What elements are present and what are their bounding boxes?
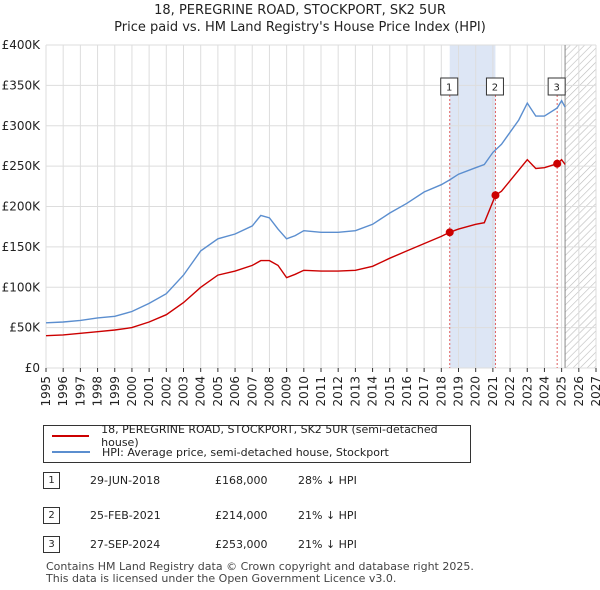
x-tick-label: 2006: [228, 376, 242, 407]
transaction-label-box: [547, 77, 566, 96]
x-tick-label: 2022: [503, 376, 517, 407]
chart-subtitle: Price paid vs. HM Land Registry's House …: [114, 20, 486, 35]
x-tick-label: 2010: [297, 376, 311, 407]
legend-swatch-property: [52, 435, 90, 437]
x-tick-label: 2004: [194, 376, 208, 407]
x-tick-label: 2025: [555, 376, 569, 407]
x-tick-label: 2026: [572, 376, 586, 407]
transaction-price: £168,000: [215, 474, 268, 487]
x-tick-label: 2019: [452, 376, 466, 407]
x-tick-label: 2027: [589, 376, 600, 407]
transaction-badge: 2: [43, 507, 60, 524]
property-series-line: [45, 158, 566, 337]
transaction-date: 25-FEB-2021: [90, 509, 161, 522]
y-tick-label: £400K: [2, 38, 42, 52]
transaction-hpi-diff: 28% ↓ HPI: [298, 474, 357, 487]
table-row: 1 29-JUN-2018 £168,000 28% ↓ HPI: [43, 472, 463, 490]
table-row: 2 25-FEB-2021 £214,000 21% ↓ HPI: [43, 507, 463, 525]
x-tick-label: 1995: [39, 376, 53, 407]
x-tick-label: 2005: [211, 376, 225, 407]
x-tick-label: 2015: [383, 376, 397, 407]
transaction-label: 2: [492, 83, 498, 94]
x-tick-label: 2018: [434, 376, 448, 407]
x-tick-label: 2008: [262, 376, 276, 407]
transaction-hpi-diff: 21% ↓ HPI: [298, 538, 357, 551]
x-tick-label: 2016: [400, 376, 414, 407]
transaction-label: 3: [553, 83, 559, 94]
footer-copyright: Contains HM Land Registry data © Crown c…: [46, 560, 474, 573]
y-tick-label: £100K: [2, 280, 42, 294]
transaction-point: [491, 191, 500, 200]
x-tick-label: 2011: [314, 376, 328, 407]
transaction-point: [553, 159, 562, 168]
x-tick-label: 2012: [331, 376, 345, 407]
transaction-badge: 1: [43, 472, 60, 489]
x-tick-label: 2002: [159, 376, 173, 407]
x-tick-label: 2000: [125, 376, 139, 407]
chart-legend: 18, PEREGRINE ROAD, STOCKPORT, SK2 5UR (…: [43, 423, 471, 463]
transaction-hpi-diff: 21% ↓ HPI: [298, 509, 357, 522]
table-row: 3 27-SEP-2024 £253,000 21% ↓ HPI: [43, 536, 463, 554]
transaction-price: £253,000: [215, 538, 268, 551]
y-tick-label: £0: [25, 361, 40, 375]
transaction-point: [445, 228, 454, 237]
x-tick-label: 2023: [520, 376, 534, 407]
x-tick-label: 2017: [417, 376, 431, 407]
transaction-label-box: [485, 77, 504, 96]
price-chart: 1 2 3 £0 £50K £100K £150K £200K £250K £300K £350K £…: [2, 38, 600, 407]
y-tick-label: £250K: [2, 159, 42, 173]
transaction-date: 29-JUN-2018: [90, 474, 161, 487]
legend-item-hpi: HPI: Average price, semi-detached house,…: [52, 444, 389, 460]
y-tick-label: £300K: [2, 119, 42, 133]
legend-swatch-hpi: [52, 451, 90, 453]
transaction-date: 27-SEP-2024: [90, 538, 161, 551]
transaction-price: £214,000: [215, 509, 268, 522]
transaction-badge: 3: [43, 536, 60, 553]
x-tick-label: 1997: [73, 376, 87, 407]
x-tick-label: 2001: [142, 376, 156, 407]
legend-item-property: 18, PEREGRINE ROAD, STOCKPORT, SK2 5UR (…: [52, 423, 470, 449]
x-tick-label: 1998: [91, 376, 105, 407]
x-tick-label: 2020: [469, 376, 483, 407]
x-tick-label: 2007: [245, 376, 259, 407]
y-tick-label: £200K: [2, 200, 42, 214]
transaction-label: 1: [446, 83, 452, 94]
x-tick-label: 2021: [486, 376, 500, 407]
x-tick-label: 2014: [366, 376, 380, 407]
footer-license: This data is licensed under the Open Gov…: [46, 572, 397, 585]
x-tick-label: 2009: [280, 376, 294, 407]
legend-label-hpi: HPI: Average price, semi-detached house,…: [102, 445, 389, 459]
x-tick-label: 2013: [348, 376, 362, 407]
transaction-label-box: [440, 77, 459, 96]
chart-title: 18, PEREGRINE ROAD, STOCKPORT, SK2 5UR: [154, 3, 446, 18]
x-tick-label: 2024: [537, 376, 551, 407]
y-tick-label: £350K: [2, 78, 42, 92]
legend-label-property: 18, PEREGRINE ROAD, STOCKPORT, SK2 5UR (…: [101, 423, 438, 449]
x-tick-label: 1999: [108, 376, 122, 407]
y-tick-label: £50K: [9, 321, 41, 335]
x-tick-label: 2003: [177, 376, 191, 407]
x-tick-label: 1996: [56, 376, 70, 407]
y-tick-label: £150K: [2, 240, 42, 254]
hpi-series-line: [45, 99, 566, 324]
